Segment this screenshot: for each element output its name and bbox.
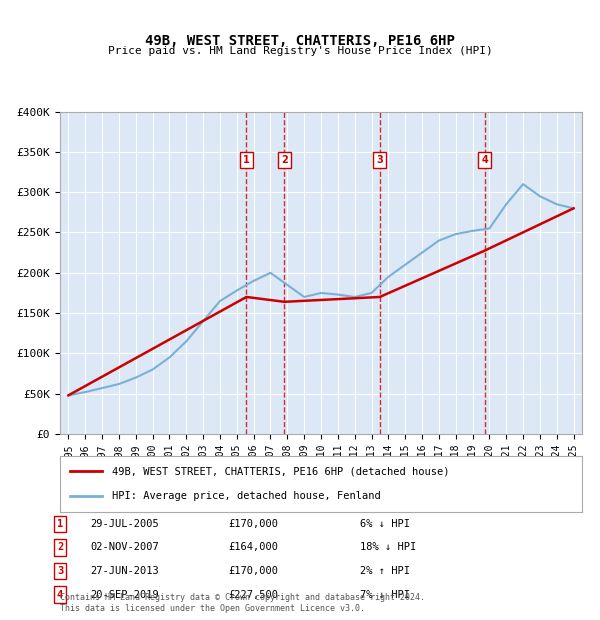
Text: 4: 4 [57,590,63,600]
Text: £227,500: £227,500 [228,590,278,600]
Text: 3: 3 [376,155,383,165]
Text: 1: 1 [243,155,250,165]
Text: 2% ↑ HPI: 2% ↑ HPI [360,566,410,576]
Text: 4: 4 [481,155,488,165]
Text: 6% ↓ HPI: 6% ↓ HPI [360,519,410,529]
Text: 2: 2 [281,155,288,165]
Text: £164,000: £164,000 [228,542,278,552]
Text: 02-NOV-2007: 02-NOV-2007 [90,542,159,552]
Text: Contains HM Land Registry data © Crown copyright and database right 2024.
This d: Contains HM Land Registry data © Crown c… [60,593,425,613]
Text: 49B, WEST STREET, CHATTERIS, PE16 6HP: 49B, WEST STREET, CHATTERIS, PE16 6HP [145,34,455,48]
Text: 29-JUL-2005: 29-JUL-2005 [90,519,159,529]
Text: 7% ↓ HPI: 7% ↓ HPI [360,590,410,600]
Text: 20-SEP-2019: 20-SEP-2019 [90,590,159,600]
Text: 2: 2 [57,542,63,552]
Text: Price paid vs. HM Land Registry's House Price Index (HPI): Price paid vs. HM Land Registry's House … [107,46,493,56]
Text: 18% ↓ HPI: 18% ↓ HPI [360,542,416,552]
Text: 27-JUN-2013: 27-JUN-2013 [90,566,159,576]
Text: HPI: Average price, detached house, Fenland: HPI: Average price, detached house, Fenl… [112,491,381,501]
Text: £170,000: £170,000 [228,519,278,529]
Text: £170,000: £170,000 [228,566,278,576]
Text: 3: 3 [57,566,63,576]
Text: 1: 1 [57,519,63,529]
Text: 49B, WEST STREET, CHATTERIS, PE16 6HP (detached house): 49B, WEST STREET, CHATTERIS, PE16 6HP (d… [112,466,450,476]
